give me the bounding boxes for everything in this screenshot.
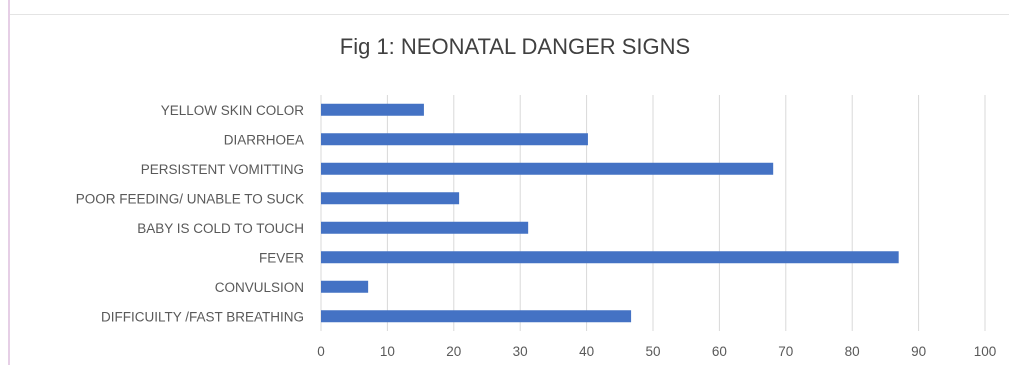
x-tick-label: 10: [380, 344, 395, 359]
x-tick-label: 30: [513, 344, 528, 359]
chart-title: Fig 1: NEONATAL DANGER SIGNS: [339, 34, 691, 59]
bar: [321, 162, 774, 175]
bar: [321, 310, 632, 323]
x-tick-label: 90: [911, 344, 926, 359]
bar: [321, 103, 424, 116]
gridlines: [320, 95, 986, 331]
category-label: DIARRHOEA: [224, 132, 304, 147]
x-tick-label: 20: [446, 344, 461, 359]
category-label: PERSISTENT VOMITTING: [141, 162, 304, 177]
category-label: FEVER: [259, 250, 304, 265]
bars: [321, 103, 899, 323]
category-labels: YELLOW SKIN COLOR DIARRHOEA PERSISTENT VOM…: [76, 103, 305, 325]
x-tick-label: 80: [845, 344, 860, 359]
category-label: CONVULSION: [215, 280, 304, 295]
left-border: [8, 0, 10, 365]
category-label: BABY IS COLD TO TOUCH: [137, 221, 304, 236]
x-tick-label: 60: [712, 344, 727, 359]
bar: [321, 251, 899, 264]
x-tick-label: 70: [778, 344, 793, 359]
category-label: YELLOW SKIN COLOR: [161, 103, 305, 118]
bar: [321, 133, 588, 146]
bar: [321, 221, 529, 234]
x-tick-label: 40: [579, 344, 594, 359]
x-tick-labels: 0 10 20 30 40 50 60 70 80 90 100: [317, 344, 996, 359]
bar: [321, 280, 369, 293]
category-label: POOR FEEDING/ UNABLE TO SUCK: [76, 191, 304, 206]
top-border: [10, 14, 1009, 15]
x-tick-label: 100: [974, 344, 997, 359]
x-tick-label: 50: [645, 344, 660, 359]
bar: [321, 192, 460, 205]
x-tick-label: 0: [317, 344, 325, 359]
category-label: DIFFICUILTY /FAST BREATHING: [101, 309, 304, 324]
